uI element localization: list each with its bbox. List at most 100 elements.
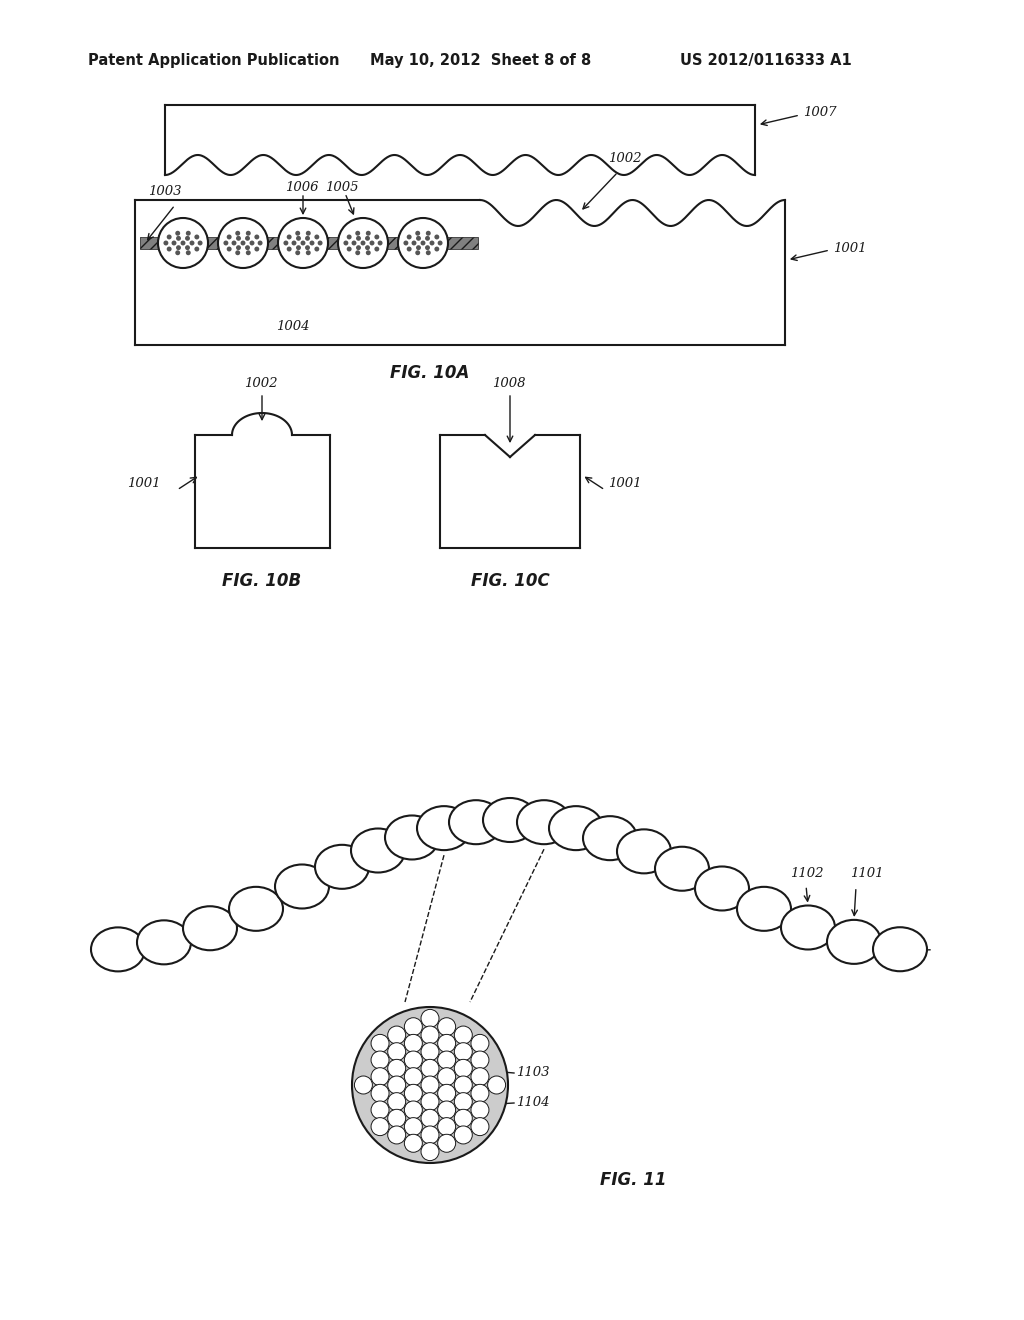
Ellipse shape <box>781 906 835 949</box>
Circle shape <box>375 235 379 239</box>
Circle shape <box>250 240 255 246</box>
Ellipse shape <box>737 887 791 931</box>
Text: 1001: 1001 <box>833 242 866 255</box>
Text: FIG. 11: FIG. 11 <box>600 1171 667 1189</box>
Ellipse shape <box>417 807 471 850</box>
Circle shape <box>278 218 328 268</box>
Ellipse shape <box>695 866 749 911</box>
Text: 1104: 1104 <box>516 1097 550 1110</box>
Circle shape <box>356 246 361 251</box>
Circle shape <box>437 1118 456 1135</box>
Text: 1003: 1003 <box>148 185 181 198</box>
Ellipse shape <box>91 928 145 972</box>
Circle shape <box>407 235 412 239</box>
Circle shape <box>287 247 292 252</box>
Text: 1005: 1005 <box>325 181 358 194</box>
Circle shape <box>404 1134 422 1152</box>
Circle shape <box>437 1084 456 1102</box>
Circle shape <box>437 1101 456 1119</box>
Circle shape <box>352 1007 508 1163</box>
Circle shape <box>284 240 289 246</box>
Text: FIG. 10B: FIG. 10B <box>222 572 301 590</box>
Circle shape <box>195 247 200 252</box>
Text: Patent Application Publication: Patent Application Publication <box>88 53 340 67</box>
Circle shape <box>425 246 430 251</box>
Circle shape <box>338 218 388 268</box>
Text: US 2012/0116333 A1: US 2012/0116333 A1 <box>680 53 852 67</box>
Circle shape <box>371 1051 389 1069</box>
Circle shape <box>236 251 241 255</box>
Circle shape <box>471 1084 488 1102</box>
Circle shape <box>231 240 237 246</box>
Circle shape <box>254 235 259 239</box>
Circle shape <box>404 1101 422 1119</box>
Ellipse shape <box>655 846 709 891</box>
Circle shape <box>388 1109 406 1127</box>
Circle shape <box>176 246 181 251</box>
Circle shape <box>388 1043 406 1061</box>
Circle shape <box>378 240 383 246</box>
Ellipse shape <box>827 920 881 964</box>
Circle shape <box>198 240 203 246</box>
Text: 1002: 1002 <box>244 378 278 389</box>
Circle shape <box>421 1093 439 1110</box>
Circle shape <box>471 1051 488 1069</box>
Circle shape <box>185 236 190 240</box>
Circle shape <box>370 240 375 246</box>
Circle shape <box>455 1109 472 1127</box>
Circle shape <box>375 247 379 252</box>
Circle shape <box>437 1035 456 1052</box>
Circle shape <box>172 240 176 246</box>
Circle shape <box>434 247 439 252</box>
Circle shape <box>371 1068 389 1085</box>
Circle shape <box>317 240 323 246</box>
Text: 1007: 1007 <box>803 107 837 120</box>
Ellipse shape <box>275 865 329 908</box>
Circle shape <box>404 1051 422 1069</box>
Text: 1006: 1006 <box>285 181 318 194</box>
Circle shape <box>246 251 251 255</box>
Circle shape <box>241 240 246 246</box>
Ellipse shape <box>517 800 571 845</box>
Ellipse shape <box>549 807 603 850</box>
Circle shape <box>437 1068 456 1085</box>
Circle shape <box>471 1118 488 1135</box>
Circle shape <box>455 1060 472 1077</box>
Circle shape <box>314 247 319 252</box>
Circle shape <box>455 1093 472 1110</box>
Circle shape <box>175 231 180 236</box>
Circle shape <box>412 240 417 246</box>
Circle shape <box>371 1035 389 1052</box>
Circle shape <box>314 235 319 239</box>
Circle shape <box>371 1084 389 1102</box>
Circle shape <box>176 236 181 240</box>
Circle shape <box>366 251 371 255</box>
Circle shape <box>455 1026 472 1044</box>
Circle shape <box>455 1043 472 1061</box>
Circle shape <box>309 240 314 246</box>
Circle shape <box>287 235 292 239</box>
Circle shape <box>175 251 180 255</box>
Circle shape <box>245 236 250 240</box>
Circle shape <box>487 1076 506 1094</box>
Circle shape <box>388 1126 406 1144</box>
Circle shape <box>388 1060 406 1077</box>
Ellipse shape <box>137 920 191 965</box>
Circle shape <box>167 247 172 252</box>
Circle shape <box>164 240 168 246</box>
Circle shape <box>189 240 195 246</box>
Circle shape <box>245 246 250 251</box>
Circle shape <box>455 1076 472 1094</box>
Text: 1002: 1002 <box>608 152 641 165</box>
Circle shape <box>185 231 190 236</box>
Ellipse shape <box>315 845 369 888</box>
Circle shape <box>403 240 409 246</box>
Circle shape <box>295 251 300 255</box>
Circle shape <box>356 236 361 240</box>
Circle shape <box>421 1109 439 1127</box>
Circle shape <box>426 231 431 236</box>
Circle shape <box>407 247 412 252</box>
Circle shape <box>305 236 310 240</box>
Circle shape <box>371 1118 389 1135</box>
Circle shape <box>158 218 208 268</box>
